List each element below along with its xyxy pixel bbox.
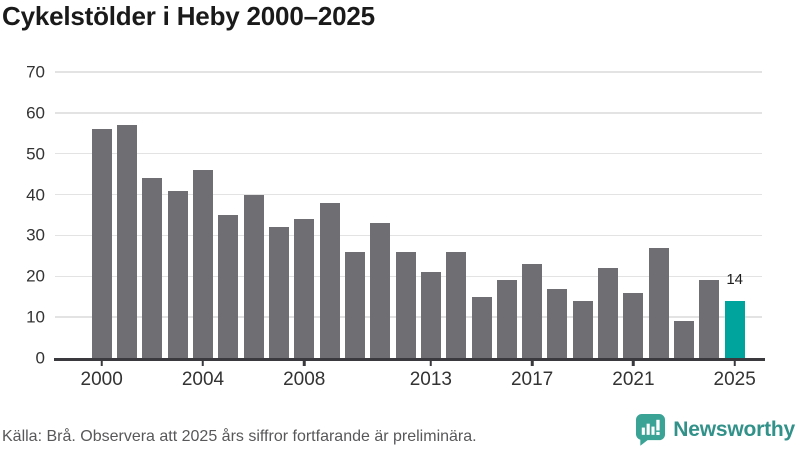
bar-2005: [218, 215, 239, 358]
gridline-y50: [55, 152, 762, 155]
x-tick-label-2021: 2021: [612, 369, 655, 390]
bar-chart-speech-bubble-icon: [635, 413, 666, 446]
bar-2016: [496, 280, 517, 358]
x-tick-label-2017: 2017: [510, 369, 554, 390]
x-tick-label-2008: 2008: [283, 369, 326, 390]
gridline-y40: [55, 193, 762, 196]
gridline-y60: [55, 112, 762, 114]
bar-2008: [294, 219, 315, 358]
bar-2010: [344, 251, 365, 358]
x-tick-2013: [429, 360, 433, 366]
y-tick-label-60: 60: [26, 103, 45, 123]
y-tick-label-40: 40: [26, 185, 45, 205]
x-tick-2008: [303, 360, 306, 366]
x-tick-2017: [530, 360, 534, 366]
plot-area: 14: [54, 71, 765, 361]
source-note: Källa: Brå. Observera att 2025 års siffr…: [2, 428, 477, 445]
gridline-y70: [55, 71, 762, 73]
x-tick-label-2004: 2004: [181, 369, 225, 390]
x-tick-2000: [100, 360, 103, 366]
bar-2000: [91, 129, 112, 358]
bar-2019: [572, 300, 593, 358]
bar-2009: [319, 202, 340, 358]
y-tick-label-50: 50: [26, 144, 45, 164]
bar-2024: [699, 280, 720, 358]
bar-2002: [142, 178, 163, 358]
y-tick-label-20: 20: [26, 266, 45, 286]
y-tick-label-70: 70: [26, 62, 45, 82]
highlight-value-label: 14: [726, 270, 744, 288]
x-tick-2004: [201, 360, 205, 366]
x-axis-line: [54, 358, 765, 361]
x-tick-2025: [733, 360, 736, 366]
bar-2020: [598, 268, 619, 358]
chart-title: Cykelstölder i Heby 2000–2025: [2, 1, 375, 31]
y-tick-label-10: 10: [26, 307, 45, 327]
y-tick-label-0: 0: [35, 348, 45, 368]
y-axis: 0 10 20 30 40 50 60 70: [0, 64, 45, 367]
x-tick-label-2000: 2000: [80, 369, 123, 390]
bar-2022: [648, 247, 669, 358]
gridline-y30: [55, 234, 762, 237]
bar-2025: [724, 300, 745, 358]
bar-2017: [522, 264, 543, 358]
newsworthy-logo: Newsworthy: [635, 413, 795, 446]
bar-2004: [192, 170, 213, 358]
x-tick-label-2013: 2013: [409, 369, 452, 390]
bar-2013: [420, 272, 441, 358]
bar-2001: [117, 125, 138, 358]
x-tick-label-2025: 2025: [713, 369, 756, 390]
bar-2015: [471, 296, 492, 358]
bar-2021: [623, 292, 644, 358]
bar-2003: [167, 190, 188, 358]
newsworthy-logo-text: Newsworthy: [673, 417, 795, 441]
x-tick-2021: [632, 360, 635, 366]
bar-2012: [395, 251, 416, 358]
y-tick-label-30: 30: [26, 225, 45, 245]
bar-2011: [370, 223, 391, 358]
bar-2018: [547, 288, 568, 358]
bar-2007: [268, 227, 289, 358]
bar-2023: [674, 321, 695, 358]
bar-2014: [446, 251, 467, 358]
bar-2006: [243, 194, 264, 358]
